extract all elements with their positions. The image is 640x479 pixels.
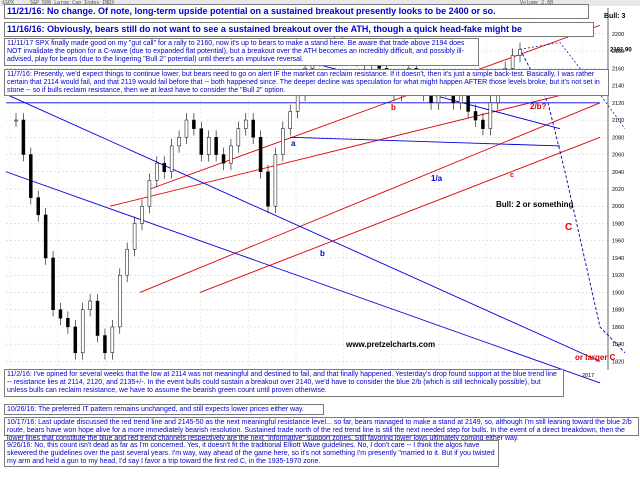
y-tick-label: 1900 [612, 290, 624, 296]
red-channel-lower-2 [199, 136, 601, 293]
projection-path-alt [519, 42, 626, 129]
note-11-11: 11/11/17 SPX finally made good on my "gu… [4, 38, 479, 66]
red-channel-lower [139, 102, 601, 293]
candle-body [295, 93, 300, 112]
candle-body [199, 128, 204, 155]
note-11-16: 11/16/16: Obviously, bears still do not … [4, 22, 594, 37]
candle-body [281, 128, 285, 155]
y-tick-label: 2000 [612, 204, 624, 210]
candle-body [118, 274, 122, 328]
last-price-label: 2181.90 [610, 47, 632, 53]
candle-body [88, 300, 92, 310]
x-tick-label: 2017 [582, 373, 594, 379]
candle-body [125, 249, 129, 276]
y-tick-label: 1820 [612, 359, 624, 365]
candle-body [110, 326, 115, 354]
candle-body [103, 335, 107, 354]
candle-body [244, 119, 248, 129]
note-10-26: 10/26/16: The preferred IT pattern remai… [4, 404, 324, 415]
bull3-label: Bull: 3 [604, 13, 626, 20]
candle-body [258, 137, 263, 173]
y-tick-label: 2120 [612, 101, 624, 107]
watermark: www.pretzelcharts.com [346, 340, 436, 349]
blue-trend-long [5, 93, 601, 362]
label-b-red: b [391, 103, 396, 112]
red-channel-mid [109, 85, 601, 207]
candle-body [73, 326, 78, 354]
y-tick-label: 2080 [612, 135, 624, 141]
candle-body [481, 119, 485, 129]
note-10-17: 10/17/16: Last update discussed the red … [4, 417, 639, 442]
candle-body [155, 162, 159, 181]
candle-body [36, 197, 40, 216]
y-tick-label: 2100 [612, 118, 624, 124]
candle-body [162, 162, 166, 173]
y-tick-label: 2160 [612, 66, 624, 72]
candle-body [206, 137, 211, 155]
chart-header: $SPX S&P 500 Large Cap Index INDX Volume… [0, 0, 640, 6]
candle-body [288, 111, 292, 129]
label-1a: 1/a [431, 174, 443, 183]
candle-body [43, 214, 48, 259]
candle-body [184, 119, 189, 138]
blue-trend-c [289, 136, 561, 147]
note-11-21: 11/21/16: No change. Of note, long-term … [4, 4, 589, 19]
label-a: a [291, 139, 296, 148]
note-11-7: 11/7/16: Presently, we'd expect things t… [4, 69, 609, 96]
candle-body [147, 180, 152, 207]
y-tick-label: 1980 [612, 221, 624, 227]
label-bull2: Bull: 2 or something [496, 200, 574, 209]
candle-body [466, 93, 470, 112]
note-9-26: 9/26/16: No, this count isn't dead as fa… [4, 440, 499, 467]
candle-body [488, 102, 493, 129]
candle-body [229, 145, 233, 164]
candle-body [66, 318, 70, 328]
label-big-c: C [565, 222, 573, 233]
candle-body [192, 119, 196, 129]
candle-body [473, 111, 478, 121]
y-tick-label: 1840 [612, 342, 624, 348]
candle-body [58, 309, 63, 319]
y-tick-label: 1880 [612, 308, 624, 314]
candle-body [273, 154, 278, 207]
header-symbol: $SPX [2, 0, 15, 6]
candle-body [177, 137, 181, 147]
label-or-larger-c: or larger C [575, 353, 616, 362]
blue-trend-long-2 [5, 171, 601, 384]
candle-body [266, 171, 270, 207]
y-tick-label: 2180 [612, 49, 624, 55]
y-tick-label: 2140 [612, 84, 624, 90]
header-source: S&P 500 Large Cap Index INDX [30, 0, 115, 6]
candle-body [169, 145, 174, 173]
y-tick-label: 2200 [612, 32, 624, 38]
label-b-blue: b [320, 249, 325, 258]
candle-body [518, 49, 522, 56]
candle-body [140, 205, 144, 224]
label-c-small: c [510, 172, 514, 179]
y-tick-label: 2020 [612, 187, 624, 193]
candle-body [14, 119, 18, 122]
note-11-2: 11/2/16: I've opined for several weeks t… [4, 369, 564, 397]
candle-body [21, 119, 26, 155]
header-volume: Volume 2.6B [520, 0, 554, 6]
y-tick-label: 1860 [612, 325, 624, 331]
y-axis: 1820 1840 1860 1880 1900 1920 1940 1960 1980 2000… [607, 8, 632, 370]
candle-body [132, 223, 137, 250]
candle-body [221, 154, 226, 164]
y-tick-label: 1940 [612, 256, 624, 262]
candle-body [251, 119, 255, 138]
y-tick-label: 1960 [612, 239, 624, 245]
y-tick-label: 2060 [612, 153, 624, 159]
candle-body [510, 55, 515, 69]
candle-body [95, 300, 100, 336]
candle-body [236, 128, 241, 147]
y-tick-label: 2040 [612, 170, 624, 176]
y-tick-label: 1920 [612, 273, 624, 279]
candle-body [29, 154, 33, 198]
candle-body [214, 137, 218, 155]
trend-channels [5, 24, 626, 384]
label-2b: 2/b? [530, 102, 547, 111]
candle-body [80, 309, 85, 354]
candle-body [51, 257, 55, 310]
